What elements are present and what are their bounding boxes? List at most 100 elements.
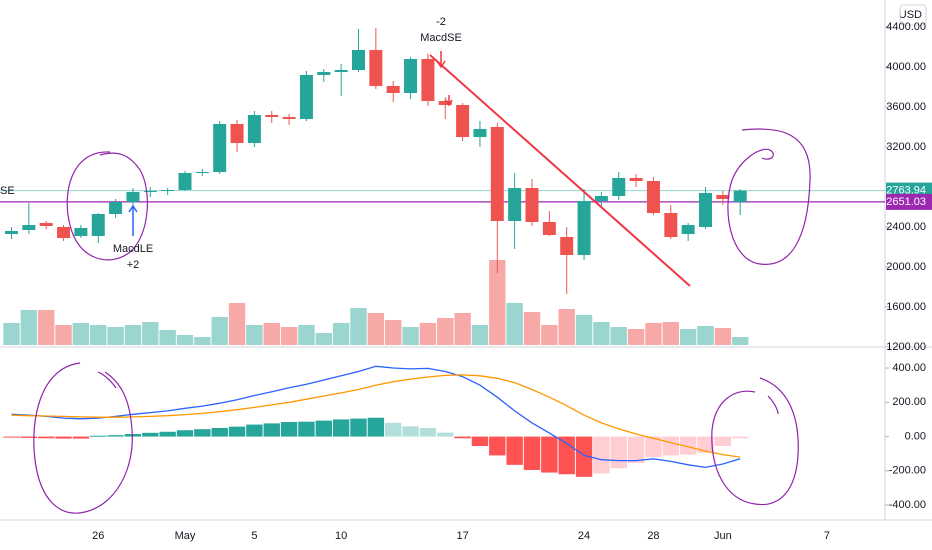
histogram-bar xyxy=(593,436,610,474)
trend-line xyxy=(429,54,691,287)
candle-body xyxy=(456,105,470,137)
histogram-bar xyxy=(124,434,142,437)
volume-bar xyxy=(350,308,367,345)
volume-bar xyxy=(627,329,645,345)
y-tick-label: 4400.00 xyxy=(886,21,926,33)
histogram-bar xyxy=(419,428,437,437)
histogram-bar xyxy=(506,436,523,465)
x-tick-label: 28 xyxy=(647,530,659,542)
candle-body xyxy=(74,228,88,236)
histogram-bar xyxy=(610,436,627,469)
histogram-bar xyxy=(176,430,194,437)
x-tick-label: 10 xyxy=(335,530,347,542)
signal-arrow xyxy=(128,204,138,236)
candle-body xyxy=(195,172,209,173)
histogram-bar xyxy=(732,436,749,439)
drawn-circle xyxy=(66,151,149,261)
candle-body xyxy=(369,50,383,86)
y-tick-label: 3600.00 xyxy=(886,101,926,113)
x-tick-label: May xyxy=(175,530,196,542)
histogram-bar xyxy=(107,435,124,437)
volume-bar xyxy=(437,318,454,345)
histogram-bar xyxy=(350,418,367,437)
drawn-circle xyxy=(33,362,133,514)
volume-bar xyxy=(280,327,298,345)
histogram-bar xyxy=(90,435,107,437)
candle-body xyxy=(681,225,695,234)
volume-bar xyxy=(471,325,489,345)
candle-body xyxy=(5,231,18,234)
volume-bar xyxy=(246,325,263,345)
y-tick-label: 200.00 xyxy=(892,396,926,408)
histogram-bar xyxy=(263,423,280,437)
candle-body xyxy=(299,75,313,119)
y-tick-label: 3200.00 xyxy=(886,141,926,153)
histogram-bar xyxy=(159,431,176,437)
candle-body xyxy=(490,127,504,221)
candle-body xyxy=(247,115,261,143)
volume-bar xyxy=(194,337,211,345)
volume-bar xyxy=(367,313,385,345)
volume-bar xyxy=(610,327,627,345)
volume-bar xyxy=(645,323,662,345)
macd-line xyxy=(11,365,741,469)
candle-body xyxy=(161,190,175,191)
candle-body xyxy=(109,202,123,214)
histogram-bar xyxy=(38,436,55,439)
histogram-bar xyxy=(280,422,298,437)
volume-bar xyxy=(662,322,679,345)
signal-label: MacdSE xyxy=(420,32,462,44)
x-tick-label: 17 xyxy=(456,530,468,542)
y-tick-label: -400.00 xyxy=(889,499,926,511)
strategy-label: SE xyxy=(0,185,15,197)
candle-body xyxy=(143,191,157,192)
volume-bar xyxy=(419,323,437,345)
histogram-bar xyxy=(575,436,593,477)
candle-body xyxy=(733,190,747,202)
volume-bar xyxy=(124,325,142,345)
candle-body xyxy=(438,101,452,105)
candle-body xyxy=(525,188,539,222)
x-tick-label: 26 xyxy=(92,530,104,542)
volume-bar xyxy=(593,322,610,345)
volume-bar xyxy=(697,326,714,345)
x-tick-label: 7 xyxy=(824,530,830,542)
candle-body xyxy=(386,86,400,93)
histogram-bar xyxy=(437,432,454,437)
histogram-bar xyxy=(298,421,315,437)
volume-bar xyxy=(523,312,541,345)
volume-bar xyxy=(72,323,90,345)
histogram-bar xyxy=(3,436,20,438)
volume-bar xyxy=(332,323,350,345)
histogram-bar xyxy=(471,436,489,446)
candle-body xyxy=(699,193,712,227)
volume-bar xyxy=(541,325,558,345)
candle-body xyxy=(282,117,296,119)
volume-bar xyxy=(211,317,228,345)
candle-body xyxy=(664,213,678,237)
histogram-bar xyxy=(679,436,697,455)
volume-bar xyxy=(315,333,332,345)
y-tick-label: 2400.00 xyxy=(886,221,926,233)
histogram-bar xyxy=(315,420,332,437)
x-tick-label: 24 xyxy=(578,530,590,542)
histogram-bar xyxy=(72,436,90,439)
candle-body xyxy=(594,196,608,201)
histogram-bar xyxy=(627,436,645,464)
volume-bar xyxy=(38,310,55,345)
volume-bar xyxy=(159,330,176,345)
histogram-bar xyxy=(20,436,38,438)
volume-bar xyxy=(489,260,506,345)
candle-body xyxy=(91,214,105,236)
price-label: 2763.94 xyxy=(886,185,926,197)
volume-bar xyxy=(506,303,523,345)
y-tick-label: 1600.00 xyxy=(886,301,926,313)
candle-body xyxy=(421,59,435,101)
candle-body xyxy=(352,50,365,70)
histogram-bar xyxy=(541,436,558,473)
signal-label: MacdLE xyxy=(113,243,153,255)
candle-body xyxy=(57,227,71,238)
y-tick-label: -200.00 xyxy=(889,465,926,477)
candle-body xyxy=(39,223,53,226)
